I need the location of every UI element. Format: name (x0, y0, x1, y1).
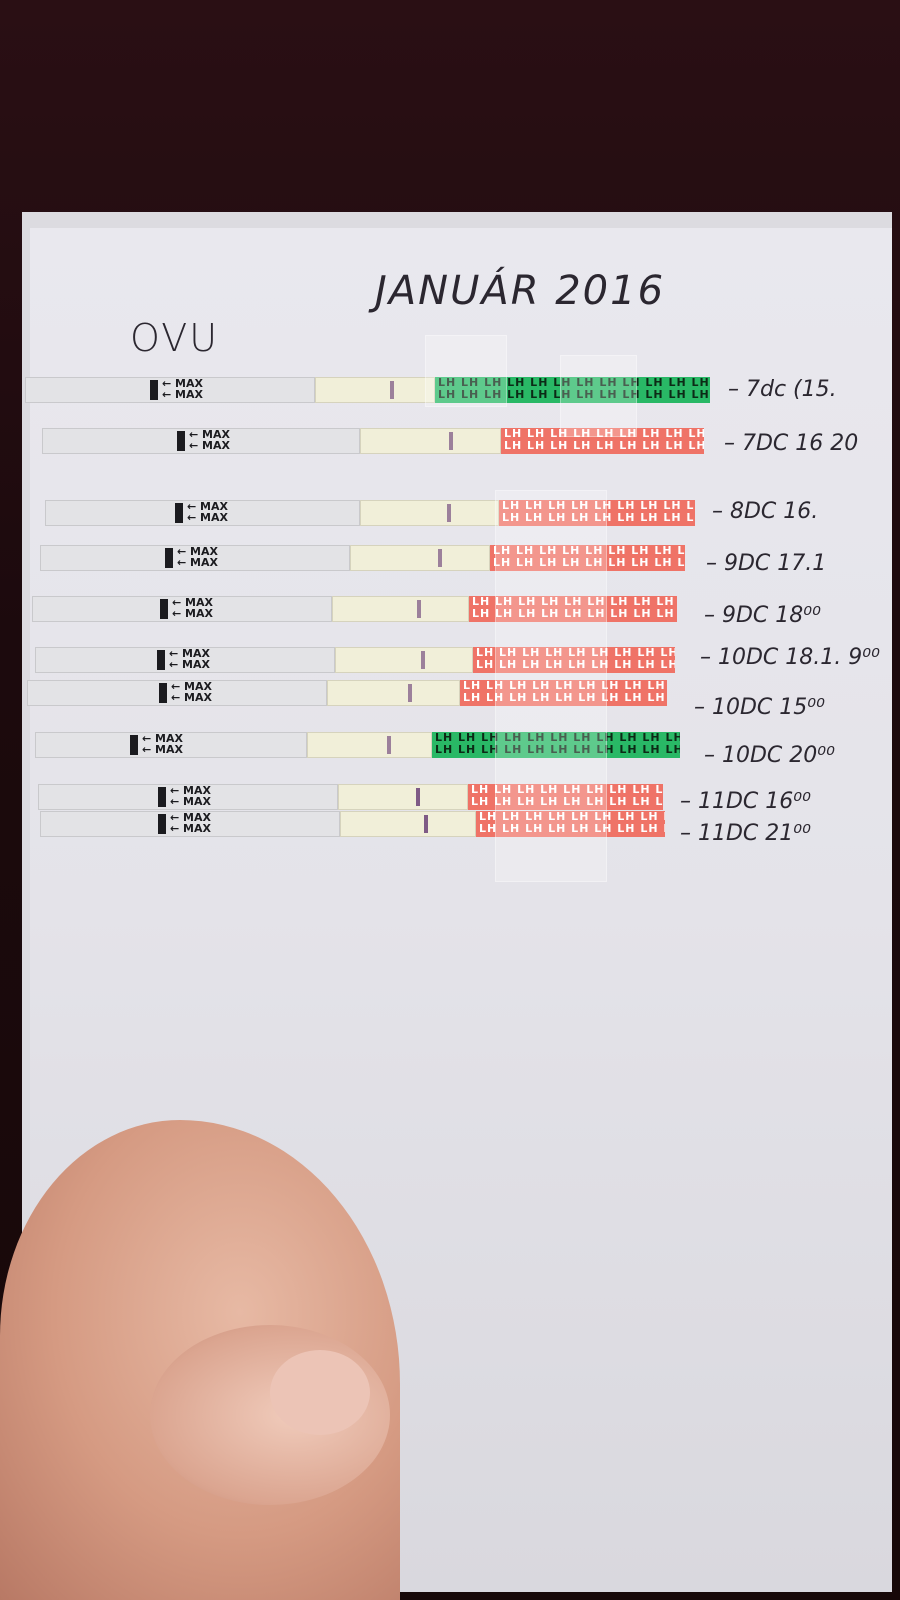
max-arrow-label: ← MAX ← MAX (169, 647, 210, 671)
strip-handle (45, 500, 360, 526)
handwritten-ovu: OVU (130, 316, 220, 360)
handwritten-strip-label: – 10DC 18.1. 9⁰⁰ (700, 645, 880, 670)
result-window (350, 545, 490, 571)
ovulation-test-strip: ← MAX← MAX LH LH LH LH LH LH LH LH LH LH… (27, 680, 667, 706)
test-line (424, 815, 428, 833)
result-window (338, 784, 468, 810)
strip-marker (160, 599, 168, 619)
handwritten-strip-label: – 11DC 16⁰⁰ (680, 789, 811, 814)
strip-marker (177, 431, 185, 451)
test-line (421, 651, 425, 669)
strip-marker (150, 380, 158, 400)
handwritten-strip-label: – 8DC 16. (712, 499, 819, 524)
result-window (327, 680, 460, 706)
max-arrow-label: ← MAX ← MAX (187, 500, 228, 524)
max-arrow-label: ← MAX ← MAX (162, 377, 203, 401)
tape-piece (560, 355, 637, 437)
tape-strip (495, 490, 607, 882)
ovulation-test-strip: ← MAX← MAX LH LH LH LH LH LH LH LH LH LH… (35, 732, 680, 758)
test-line (387, 736, 391, 754)
ovulation-test-strip: ← MAX← MAX LH LH LH LH LH LH LH LH LH LH… (35, 647, 675, 673)
ovulation-test-strip: ← MAX← MAX LH LH LH LH LH LH LH LH LH LH… (40, 811, 665, 837)
result-window (335, 647, 473, 673)
strip-marker (158, 787, 166, 807)
handwritten-strip-label: – 10DC 20⁰⁰ (704, 743, 835, 768)
test-line (408, 684, 412, 702)
strip-handle (38, 784, 338, 810)
strip-handle (25, 377, 315, 403)
strip-handle (32, 596, 332, 622)
test-line (449, 432, 453, 450)
max-arrow-label: ← MAX ← MAX (170, 811, 211, 835)
thumbnail (270, 1350, 370, 1435)
result-window (332, 596, 469, 622)
strip-marker (157, 650, 165, 670)
max-arrow-label: ← MAX ← MAX (172, 596, 213, 620)
strip-handle (40, 545, 350, 571)
max-arrow-label: ← MAX ← MAX (170, 784, 211, 808)
strip-marker (165, 548, 173, 568)
ovulation-test-strip: ← MAX← MAX LH LH LH LH LH LH LH LH LH LH… (45, 500, 695, 526)
result-window (360, 500, 499, 526)
handwritten-title: JANUÁR 2016 (375, 268, 666, 314)
test-line (447, 504, 451, 522)
max-arrow-label: ← MAX ← MAX (189, 428, 230, 452)
strip-handle (35, 647, 335, 673)
strip-handle (35, 732, 307, 758)
test-line (417, 600, 421, 618)
strip-marker (158, 814, 166, 834)
result-window (315, 377, 435, 403)
strip-marker (130, 735, 138, 755)
handwritten-strip-label: – 7DC 16 20 (724, 431, 859, 456)
handwritten-strip-label: – 11DC 21⁰⁰ (680, 821, 811, 846)
handwritten-strip-label: – 10DC 15⁰⁰ (694, 695, 825, 720)
result-window (340, 811, 476, 837)
ovulation-test-strip: ← MAX← MAX LH LH LH LH LH LH LH LH LH LH… (32, 596, 677, 622)
test-line (390, 381, 394, 399)
ovulation-test-strip: ← MAX← MAX LH LH LH LH LH LH LH LH LH LH… (25, 377, 710, 403)
strip-handle (27, 680, 327, 706)
handwritten-strip-label: – 9DC 17.1 (706, 551, 827, 576)
handwritten-strip-label: – 9DC 18⁰⁰ (704, 603, 821, 628)
test-line (438, 549, 442, 567)
handwritten-strip-label: – 7dc (15. (728, 377, 837, 402)
strip-marker (175, 503, 183, 523)
test-line (416, 788, 420, 806)
result-window (360, 428, 501, 454)
result-window (307, 732, 432, 758)
strip-handle (40, 811, 340, 837)
ovulation-test-strip: ← MAX← MAX LH LH LH LH LH LH LH LH LH LH… (42, 428, 704, 454)
tape-piece (425, 335, 507, 407)
max-arrow-label: ← MAX ← MAX (177, 545, 218, 569)
strip-marker (159, 683, 167, 703)
max-arrow-label: ← MAX ← MAX (171, 680, 212, 704)
max-arrow-label: ← MAX ← MAX (142, 732, 183, 756)
ovulation-test-strip: ← MAX← MAX LH LH LH LH LH LH LH LH LH LH… (38, 784, 663, 810)
strip-handle (42, 428, 360, 454)
ovulation-test-strip: ← MAX← MAX LH LH LH LH LH LH LH LH LH LH… (40, 545, 685, 571)
